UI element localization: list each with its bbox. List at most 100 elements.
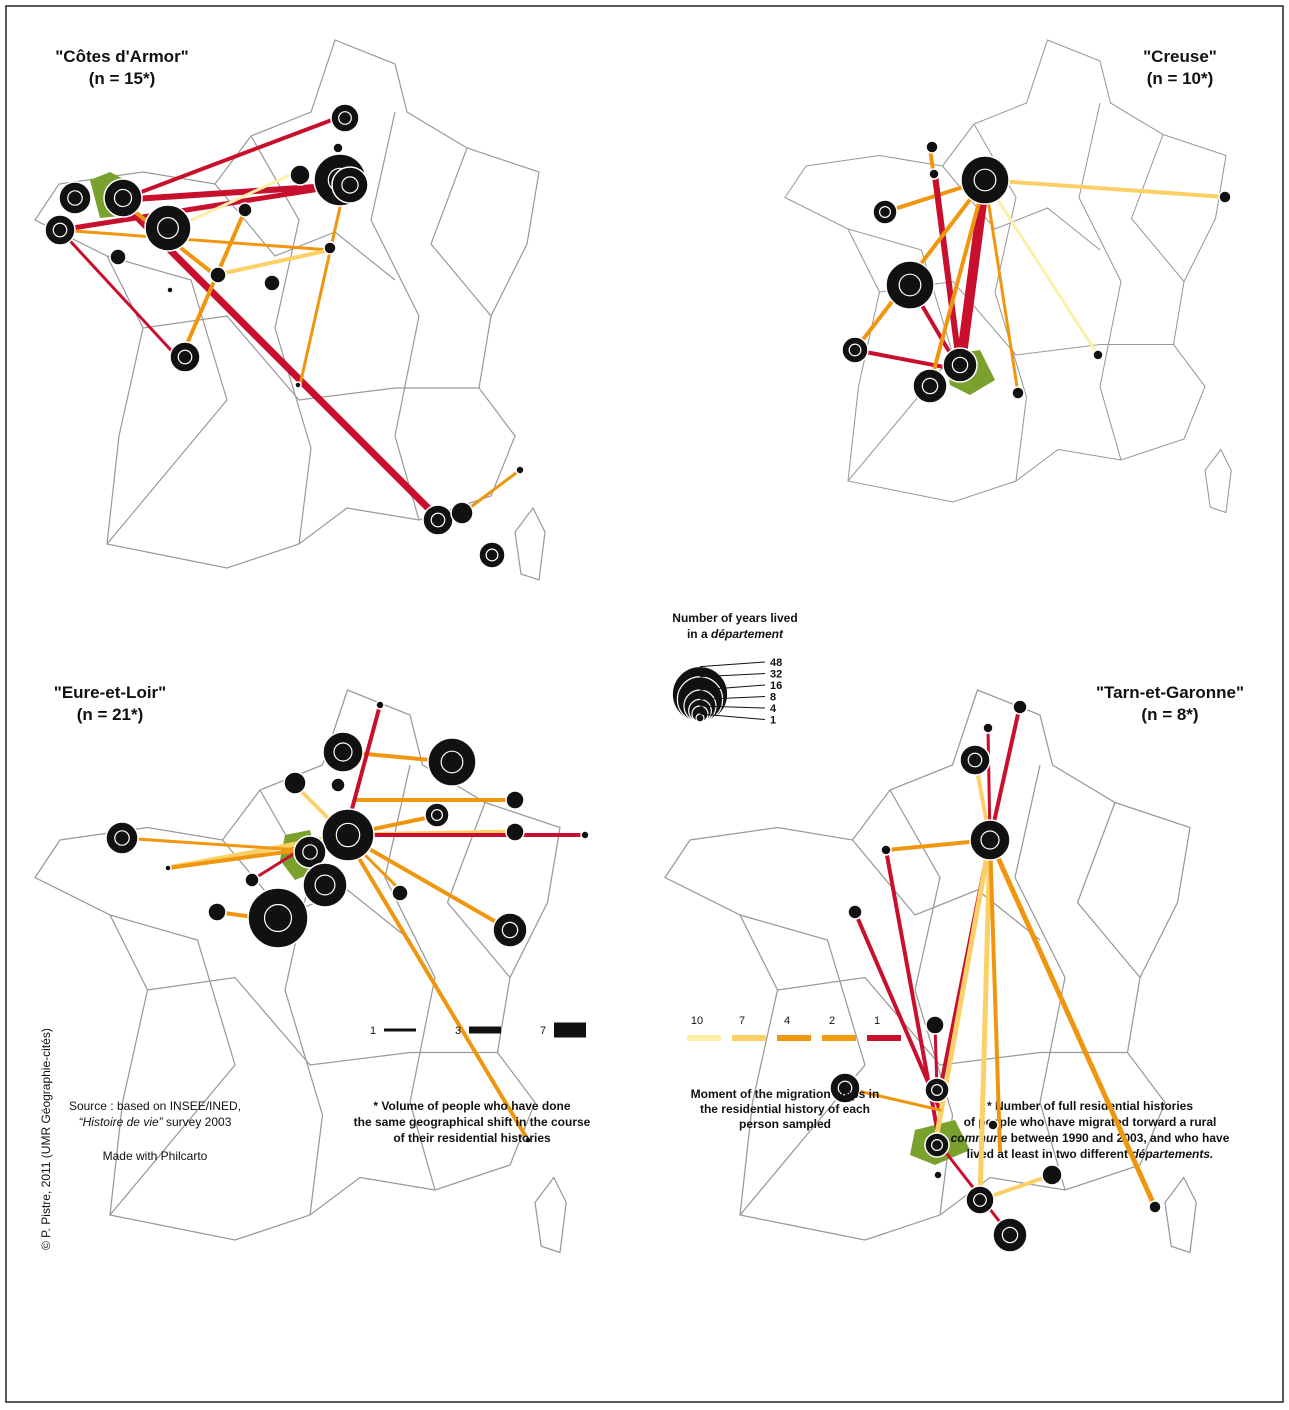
place-ring — [177, 349, 193, 365]
place-circle — [375, 700, 385, 710]
place-circle — [933, 1170, 943, 1180]
place-ring — [973, 168, 997, 192]
place-circle — [969, 819, 1011, 861]
place-ring — [302, 844, 318, 860]
place-circle — [247, 887, 309, 949]
note-text: of people who have migrated torward a ru… — [964, 1115, 1217, 1129]
place-circle — [1012, 699, 1028, 715]
legend-title: Moment of the migration steps in — [691, 1087, 880, 1101]
place-circle — [209, 266, 227, 284]
map-outline — [664, 689, 1197, 1254]
place-circle — [330, 777, 346, 793]
place-circle — [166, 286, 174, 294]
legend-label: 1 — [874, 1015, 880, 1027]
place-ring — [951, 356, 969, 374]
legend-label: 8 — [770, 692, 776, 704]
place-circle — [44, 214, 76, 246]
flow-line — [928, 178, 987, 387]
flow-line — [58, 228, 332, 252]
flow-line — [955, 175, 990, 375]
map-count: (n = 8*) — [1141, 705, 1198, 724]
flow-line — [988, 838, 1002, 1152]
place-ring — [431, 808, 444, 821]
legend-width — [554, 1022, 586, 1038]
flow-line — [343, 833, 512, 932]
legend-leader — [699, 713, 766, 720]
place-circle — [1092, 349, 1104, 361]
place-circle — [885, 260, 935, 310]
place-ring — [898, 273, 922, 297]
flow-line — [166, 848, 302, 870]
place-ring — [338, 111, 352, 125]
place-ring — [930, 1138, 943, 1151]
place-circle — [912, 368, 948, 404]
legend-label: 48 — [770, 657, 782, 669]
place-ring — [848, 343, 862, 357]
legend-title: Number of years lived — [672, 611, 797, 625]
place-circle — [515, 465, 525, 475]
note-part: lived at least in two different — [967, 1147, 1128, 1161]
legend-circle — [695, 713, 705, 723]
place-circle — [924, 1132, 950, 1158]
flow-line — [298, 183, 347, 387]
place-circle — [492, 912, 528, 948]
place-circle — [524, 1136, 532, 1144]
legend-title: in a département — [687, 627, 784, 641]
place-circle — [992, 1217, 1028, 1253]
place-circle — [478, 541, 506, 569]
place-circle — [103, 178, 143, 218]
place-ring — [967, 752, 983, 768]
place-ring — [501, 921, 519, 939]
place-ring — [341, 176, 359, 194]
note-part: between 1990 and 2003, and who have — [1011, 1131, 1230, 1145]
flow-line — [987, 837, 1158, 1210]
flow-line — [116, 196, 444, 524]
place-circle — [424, 802, 450, 828]
place-circle — [829, 1072, 861, 1104]
legend-width — [469, 1026, 501, 1034]
place-circle — [1011, 386, 1025, 400]
place-ring — [440, 750, 464, 774]
legend-width — [384, 1028, 416, 1032]
place-ring — [333, 742, 353, 762]
legend-title: the residential history of each — [700, 1102, 870, 1116]
flow-line — [120, 836, 302, 852]
legend-leader — [699, 705, 766, 709]
place-circle — [880, 844, 892, 856]
place-circle — [323, 241, 337, 255]
place-circle — [847, 904, 863, 920]
place-circle — [505, 822, 525, 842]
place-circle — [332, 142, 344, 154]
note: * Number of full residential histories o… — [951, 1099, 1230, 1161]
legend-title-part: département — [711, 627, 784, 641]
place-ring — [921, 377, 939, 395]
map-title: "Creuse" — [1143, 47, 1217, 66]
legend-leader — [699, 673, 766, 678]
note-text: lived at least in two different départem… — [967, 1147, 1214, 1161]
legend-color — [687, 1035, 721, 1041]
place-ring — [263, 903, 293, 933]
flow-line — [983, 178, 1020, 395]
place-ring — [485, 548, 499, 562]
place-circle — [925, 1015, 945, 1035]
map-title: "Eure-et-Loir" — [54, 683, 166, 702]
place-ring — [878, 206, 891, 219]
place-circle — [841, 336, 869, 364]
source-text: “Histoire de vie” survey 2003 — [79, 1115, 232, 1129]
place-circle — [263, 274, 281, 292]
source-part: survey 2003 — [166, 1115, 232, 1129]
flow-line — [178, 208, 247, 362]
flow-line — [843, 1086, 942, 1112]
copyright: © P. Pistre, 2011 (UMR Géographie-cités) — [39, 1028, 53, 1250]
legend-title: person sampled — [739, 1117, 831, 1131]
legend-label: 32 — [770, 669, 782, 681]
place-circle — [1148, 1200, 1162, 1214]
place-ring — [1001, 1226, 1019, 1244]
place-ring — [430, 512, 446, 528]
place-circle — [289, 164, 311, 186]
place-circle — [1218, 190, 1232, 204]
flow-line — [988, 703, 1022, 842]
place-circle — [244, 872, 260, 888]
place-circle — [987, 1119, 999, 1131]
